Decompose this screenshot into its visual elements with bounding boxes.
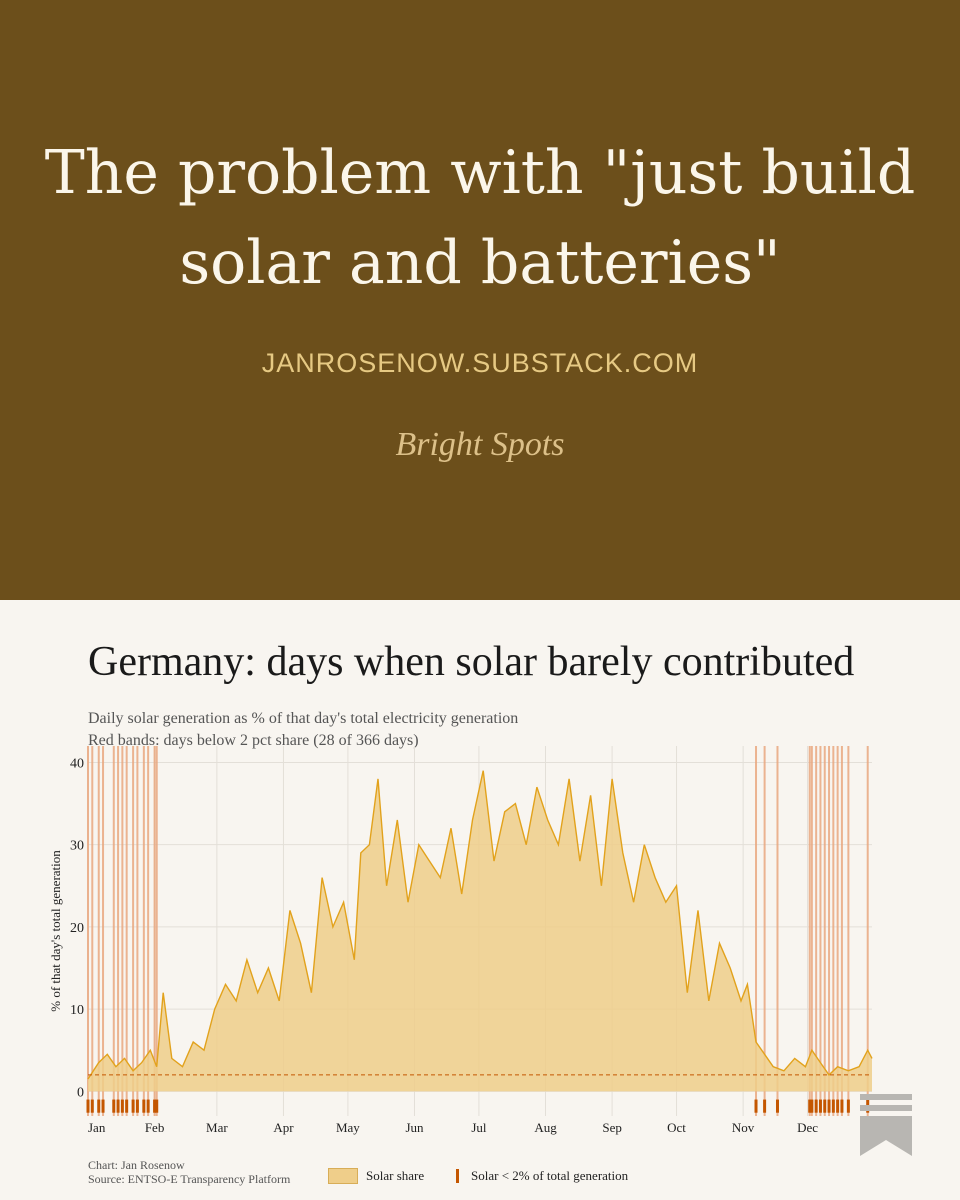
low-solar-tick xyxy=(120,1099,124,1113)
chart-credit: Chart: Jan Rosenow xyxy=(88,1158,185,1172)
x-tick-label: Aug xyxy=(534,1120,557,1135)
low-solar-tick xyxy=(823,1099,827,1113)
low-solar-tick xyxy=(775,1099,779,1113)
low-solar-band xyxy=(840,746,843,1116)
low-solar-tick xyxy=(86,1099,90,1113)
low-solar-band xyxy=(121,746,124,1116)
x-tick-label: Jun xyxy=(405,1120,424,1135)
low-solar-tick xyxy=(125,1099,129,1113)
legend-item-low-solar: Solar < 2% of total generation xyxy=(456,1168,628,1184)
chart-title: Germany: days when solar barely contribu… xyxy=(88,639,855,685)
low-solar-tick xyxy=(814,1099,818,1113)
x-tick-label: Jan xyxy=(88,1120,106,1135)
low-solar-band xyxy=(847,746,850,1116)
low-solar-tick xyxy=(818,1099,822,1113)
series-area-solar-share xyxy=(88,770,872,1092)
low-solar-tick xyxy=(840,1099,844,1113)
low-solar-tick xyxy=(836,1099,840,1113)
low-solar-tick xyxy=(116,1099,120,1113)
low-solar-band xyxy=(815,746,818,1116)
low-solar-band xyxy=(91,746,94,1116)
low-solar-band xyxy=(828,746,831,1116)
legend-item-solar-share: Solar share xyxy=(328,1168,424,1184)
low-solar-tick xyxy=(810,1099,814,1113)
low-solar-band xyxy=(866,746,869,1116)
low-solar-band xyxy=(97,746,100,1116)
series-line-solar-share xyxy=(87,770,873,1080)
chart-subtitle-2: Red bands: days below 2 pct share (28 of… xyxy=(88,732,419,749)
y-tick-label: 30 xyxy=(70,839,84,854)
x-tick-label: Apr xyxy=(273,1120,294,1135)
y-tick-label: 10 xyxy=(70,1003,84,1018)
low-solar-tick xyxy=(112,1099,116,1113)
x-tick-label: Oct xyxy=(667,1120,686,1135)
y-tick-label: 40 xyxy=(70,756,84,771)
low-solar-band xyxy=(808,746,811,1116)
low-solar-band xyxy=(832,746,835,1116)
low-solar-band xyxy=(112,746,115,1116)
site-url[interactable]: JANROSENOW.SUBSTACK.COM xyxy=(261,348,699,378)
low-solar-band xyxy=(142,746,145,1116)
low-solar-tick xyxy=(90,1099,94,1113)
low-solar-tick xyxy=(763,1099,767,1113)
x-tick-label: May xyxy=(336,1120,360,1135)
solar-share-chart: 0 10 20 30 40 Jan Feb Mar Apr May Jun Jul Aug Sep Oct N… xyxy=(48,746,873,1135)
legend-swatch-area xyxy=(328,1168,358,1184)
y-tick-label: 20 xyxy=(70,921,84,936)
low-solar-tick xyxy=(155,1099,159,1113)
x-tick-label: Dec xyxy=(797,1120,818,1135)
low-solar-band xyxy=(153,746,156,1116)
x-tick-label: Jul xyxy=(471,1120,487,1135)
x-tick-label: Nov xyxy=(732,1120,755,1135)
low-solar-band xyxy=(117,746,120,1116)
chart-source: Source: ENTSO-E Transparency Platform xyxy=(88,1172,291,1186)
low-solar-tick xyxy=(754,1099,758,1113)
low-solar-tick xyxy=(142,1099,146,1113)
header-banner: The problem with "just build solar and b… xyxy=(0,0,960,600)
legend-swatch-tick xyxy=(456,1169,459,1183)
low-solar-band xyxy=(810,746,813,1116)
low-solar-band xyxy=(836,746,839,1116)
low-solar-band xyxy=(132,746,135,1116)
low-solar-tick xyxy=(846,1099,850,1113)
low-solar-tick xyxy=(97,1099,101,1113)
low-solar-band xyxy=(136,746,139,1116)
low-solar-tick xyxy=(101,1099,105,1113)
low-solar-band xyxy=(102,746,105,1116)
publication-name: Bright Spots xyxy=(395,426,565,463)
chart-subtitle-1: Daily solar generation as % of that day'… xyxy=(88,710,519,727)
low-solar-tick xyxy=(135,1099,139,1113)
low-solar-band xyxy=(763,746,766,1116)
y-tick-label: 0 xyxy=(77,1085,84,1100)
low-solar-tick xyxy=(827,1099,831,1113)
low-solar-band xyxy=(155,746,158,1116)
post-title: The problem with "just build solar and b… xyxy=(44,138,916,298)
low-solar-band xyxy=(755,746,758,1116)
bookmark-icon[interactable] xyxy=(860,1094,912,1156)
low-solar-band xyxy=(87,746,89,1116)
low-solar-band xyxy=(147,746,150,1116)
low-solar-tick xyxy=(153,1099,157,1113)
low-solar-band xyxy=(776,746,779,1116)
low-solar-tick xyxy=(831,1099,835,1113)
x-tick-label: Feb xyxy=(145,1120,165,1135)
y-axis-label: % of that day's total generation xyxy=(48,850,63,1012)
low-solar-band xyxy=(823,746,826,1116)
low-solar-tick xyxy=(808,1099,812,1113)
low-solar-tick xyxy=(146,1099,150,1113)
low-solar-tick xyxy=(131,1099,135,1113)
x-tick-label: Sep xyxy=(602,1120,622,1135)
legend-label-solar-share: Solar share xyxy=(366,1168,425,1183)
low-solar-band xyxy=(125,746,128,1116)
x-tick-label: Mar xyxy=(206,1120,228,1135)
low-solar-band xyxy=(819,746,822,1116)
legend-label-low-solar: Solar < 2% of total generation xyxy=(471,1168,629,1183)
chart-panel: Germany: days when solar barely contribu… xyxy=(0,600,960,1200)
